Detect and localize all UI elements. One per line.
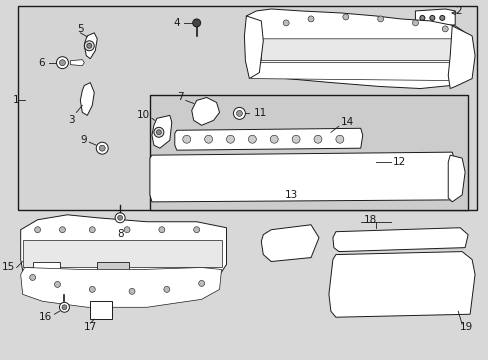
Circle shape: [335, 135, 343, 143]
Polygon shape: [84, 33, 97, 59]
Circle shape: [84, 41, 94, 51]
Circle shape: [60, 227, 65, 233]
Text: 15: 15: [1, 262, 15, 273]
Circle shape: [156, 130, 161, 135]
Circle shape: [377, 16, 383, 22]
Polygon shape: [447, 155, 464, 202]
Circle shape: [30, 274, 36, 280]
Text: 1: 1: [13, 95, 20, 105]
Polygon shape: [249, 63, 461, 81]
Text: 7: 7: [177, 93, 183, 103]
Circle shape: [283, 20, 288, 26]
Text: 13: 13: [284, 190, 297, 200]
Circle shape: [411, 20, 418, 26]
Bar: [97, 261, 129, 283]
Polygon shape: [174, 128, 362, 150]
Circle shape: [159, 227, 164, 233]
Circle shape: [35, 227, 41, 233]
Circle shape: [129, 288, 135, 294]
Text: 18: 18: [363, 215, 377, 225]
Circle shape: [307, 16, 313, 22]
Circle shape: [193, 227, 199, 233]
Circle shape: [192, 19, 200, 27]
Circle shape: [89, 287, 95, 292]
Circle shape: [270, 135, 278, 143]
Polygon shape: [152, 115, 171, 148]
Circle shape: [57, 57, 68, 69]
Polygon shape: [80, 82, 94, 115]
Circle shape: [198, 280, 204, 287]
Circle shape: [124, 227, 130, 233]
Circle shape: [233, 107, 245, 120]
Circle shape: [441, 26, 447, 32]
Circle shape: [99, 145, 105, 151]
Text: 5: 5: [77, 24, 83, 34]
Text: 19: 19: [459, 322, 472, 332]
Polygon shape: [261, 39, 461, 61]
Circle shape: [60, 60, 65, 66]
Polygon shape: [328, 252, 474, 317]
Circle shape: [62, 305, 67, 310]
Polygon shape: [150, 152, 454, 202]
Text: 16: 16: [39, 312, 52, 322]
Circle shape: [115, 213, 125, 223]
Text: 4: 4: [173, 18, 180, 28]
Polygon shape: [20, 215, 226, 297]
Text: 2: 2: [454, 6, 461, 16]
Circle shape: [87, 43, 92, 48]
Circle shape: [204, 135, 212, 143]
Polygon shape: [332, 228, 467, 252]
Circle shape: [96, 142, 108, 154]
Ellipse shape: [172, 269, 181, 274]
Text: 3: 3: [68, 115, 74, 125]
Text: 14: 14: [340, 117, 353, 127]
Circle shape: [226, 135, 234, 143]
Text: 11: 11: [253, 108, 266, 118]
Polygon shape: [244, 16, 263, 78]
Circle shape: [54, 282, 61, 287]
Text: 8: 8: [117, 229, 123, 239]
Ellipse shape: [148, 267, 156, 272]
Text: 9: 9: [81, 135, 87, 145]
Polygon shape: [20, 267, 221, 307]
Polygon shape: [191, 98, 219, 125]
Circle shape: [313, 135, 321, 143]
Text: 10: 10: [137, 111, 150, 120]
Circle shape: [236, 111, 242, 116]
Bar: [22, 240, 221, 267]
Text: 12: 12: [392, 157, 405, 167]
Polygon shape: [70, 60, 84, 66]
Circle shape: [429, 15, 434, 21]
Bar: [18, 6, 476, 210]
Circle shape: [248, 135, 256, 143]
Circle shape: [60, 302, 69, 312]
Circle shape: [342, 14, 348, 20]
Text: 17: 17: [83, 322, 97, 332]
Circle shape: [154, 127, 163, 137]
Circle shape: [163, 287, 169, 292]
Circle shape: [439, 15, 444, 21]
Circle shape: [183, 135, 190, 143]
Text: 6: 6: [38, 58, 44, 68]
Bar: [33, 261, 61, 279]
Polygon shape: [447, 26, 474, 89]
Bar: [90, 301, 112, 319]
Ellipse shape: [48, 269, 57, 274]
Polygon shape: [261, 225, 318, 261]
Polygon shape: [415, 9, 454, 27]
Circle shape: [118, 215, 122, 220]
Bar: [150, 95, 467, 210]
Polygon shape: [246, 9, 471, 89]
Circle shape: [291, 135, 300, 143]
Circle shape: [89, 227, 95, 233]
Circle shape: [419, 15, 424, 21]
Ellipse shape: [68, 272, 76, 277]
